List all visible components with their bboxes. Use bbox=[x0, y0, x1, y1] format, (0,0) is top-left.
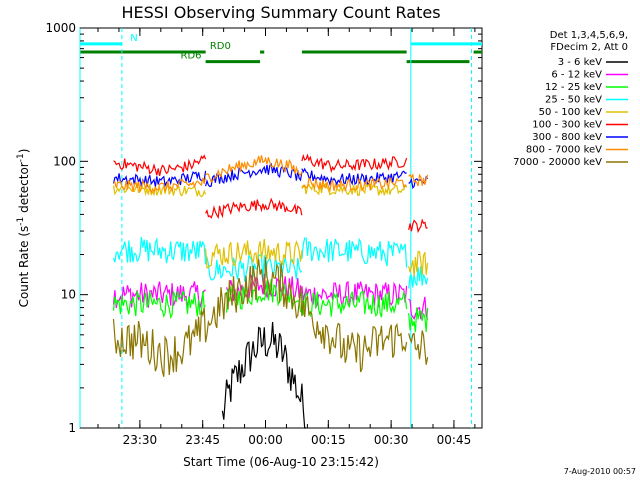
y-axis-label-mid: detector bbox=[17, 162, 31, 217]
x-tick-label-00-15: 00:15 bbox=[311, 433, 346, 447]
legend-3-6-kev-label: 3 - 6 keV bbox=[558, 57, 602, 68]
legend-12-25-kev-label: 12 - 25 keV bbox=[545, 82, 602, 93]
series-800-7000-kev-segment-4 bbox=[408, 173, 429, 187]
series-12-25-kev-segment-1 bbox=[112, 290, 206, 320]
legend-300-800-kev-label: 300 - 800 keV bbox=[532, 132, 602, 143]
y-axis-label: Count Rate (s-1 detector-1) bbox=[16, 149, 31, 308]
legend-6-12-kev-label: 6 - 12 keV bbox=[551, 70, 602, 81]
state-label-rd6: RD6 bbox=[181, 51, 202, 62]
plot-frame bbox=[79, 27, 483, 429]
legend-50-100-kev-label: 50 - 100 keV bbox=[539, 107, 603, 118]
chart-title: HESSI Observing Summary Count Rates bbox=[121, 3, 440, 22]
legend-7000-20000-kev-label: 7000 - 20000 keV bbox=[513, 157, 602, 168]
series-300-800-kev-segment-3 bbox=[301, 167, 407, 187]
series-25-50-kev-segment-1 bbox=[112, 236, 207, 265]
series-50-100-kev-segment-4 bbox=[408, 250, 429, 277]
y-axis-label-end: ) bbox=[17, 149, 31, 154]
legend-100-300-kev-label: 100 - 300 keV bbox=[532, 120, 602, 131]
series-3-6-kev-segment-1 bbox=[221, 321, 307, 429]
x-tick-label-23-30: 23:30 bbox=[123, 433, 158, 447]
state-vlines bbox=[79, 28, 473, 428]
x-tick-label-23-45: 23:45 bbox=[185, 433, 220, 447]
state-label-n: N bbox=[130, 33, 137, 44]
series-100-300-kev-segment-2 bbox=[205, 197, 303, 220]
series-12-25-kev-segment-4 bbox=[408, 307, 429, 333]
series-12-25-kev-segment-2 bbox=[226, 279, 303, 314]
x-tick-label-00-00: 00:00 bbox=[248, 433, 283, 447]
legend-header-line-1: Det 1,3,4,5,6,9, bbox=[550, 30, 628, 41]
y-tick-label-1: 1 bbox=[68, 421, 76, 435]
axes: 1 10 100 1000 23:30 23:45 00:00 00:15 00:30 00:45 bbox=[45, 21, 482, 447]
series-100-300-kev-segment-3 bbox=[301, 153, 408, 174]
legend-800-7000-kev-label: 800 - 7000 keV bbox=[526, 145, 602, 156]
series-7000-20000-kev-segment-2 bbox=[408, 330, 429, 365]
series-800-7000-kev-segment-1 bbox=[113, 177, 207, 195]
y-tick-label-1000: 1000 bbox=[45, 21, 76, 35]
series-lines bbox=[112, 153, 429, 429]
state-bars: N RD0 RD6 bbox=[80, 33, 482, 64]
legend: Det 1,3,4,5,6,9, FDecim 2, Att 0 3 - 6 k… bbox=[513, 30, 628, 168]
state-label-rd0: RD0 bbox=[210, 41, 231, 52]
legend-25-50-kev-label: 25 - 50 keV bbox=[545, 95, 602, 106]
timestamp: 7-Aug-2010 00:57 bbox=[564, 467, 636, 476]
series-800-7000-kev-segment-3 bbox=[301, 177, 408, 194]
y-axis-label-sup2: -1 bbox=[16, 153, 26, 162]
legend-header-line-2: FDecim 2, Att 0 bbox=[550, 42, 628, 53]
y-tick-label-100: 100 bbox=[53, 154, 76, 168]
y-axis-label-main: Count Rate (s bbox=[17, 226, 31, 308]
series-25-50-kev-segment-3 bbox=[301, 237, 408, 268]
series-50-100-kev-segment-2 bbox=[205, 238, 303, 269]
series-50-100-kev-segment-1 bbox=[112, 181, 207, 198]
x-tick-label-00-30: 00:30 bbox=[374, 433, 409, 447]
series-12-25-kev-segment-3 bbox=[301, 290, 408, 318]
series-6-12-kev-segment-1 bbox=[112, 281, 206, 309]
series-800-7000-kev-segment-2 bbox=[205, 155, 303, 183]
y-axis-label-sup1: -1 bbox=[16, 217, 26, 226]
series-100-300-kev-segment-1 bbox=[113, 154, 207, 177]
x-tick-label-00-45: 00:45 bbox=[437, 433, 472, 447]
series-100-300-kev-segment-4 bbox=[408, 218, 428, 234]
series-7000-20000-kev-segment-1 bbox=[112, 256, 408, 377]
series-6-12-kev-segment-4 bbox=[408, 296, 429, 321]
series-25-50-kev-segment-4 bbox=[408, 265, 429, 289]
y-tick-label-10: 10 bbox=[61, 288, 76, 302]
x-axis-label: Start Time (06-Aug-10 23:15:42) bbox=[183, 455, 379, 469]
